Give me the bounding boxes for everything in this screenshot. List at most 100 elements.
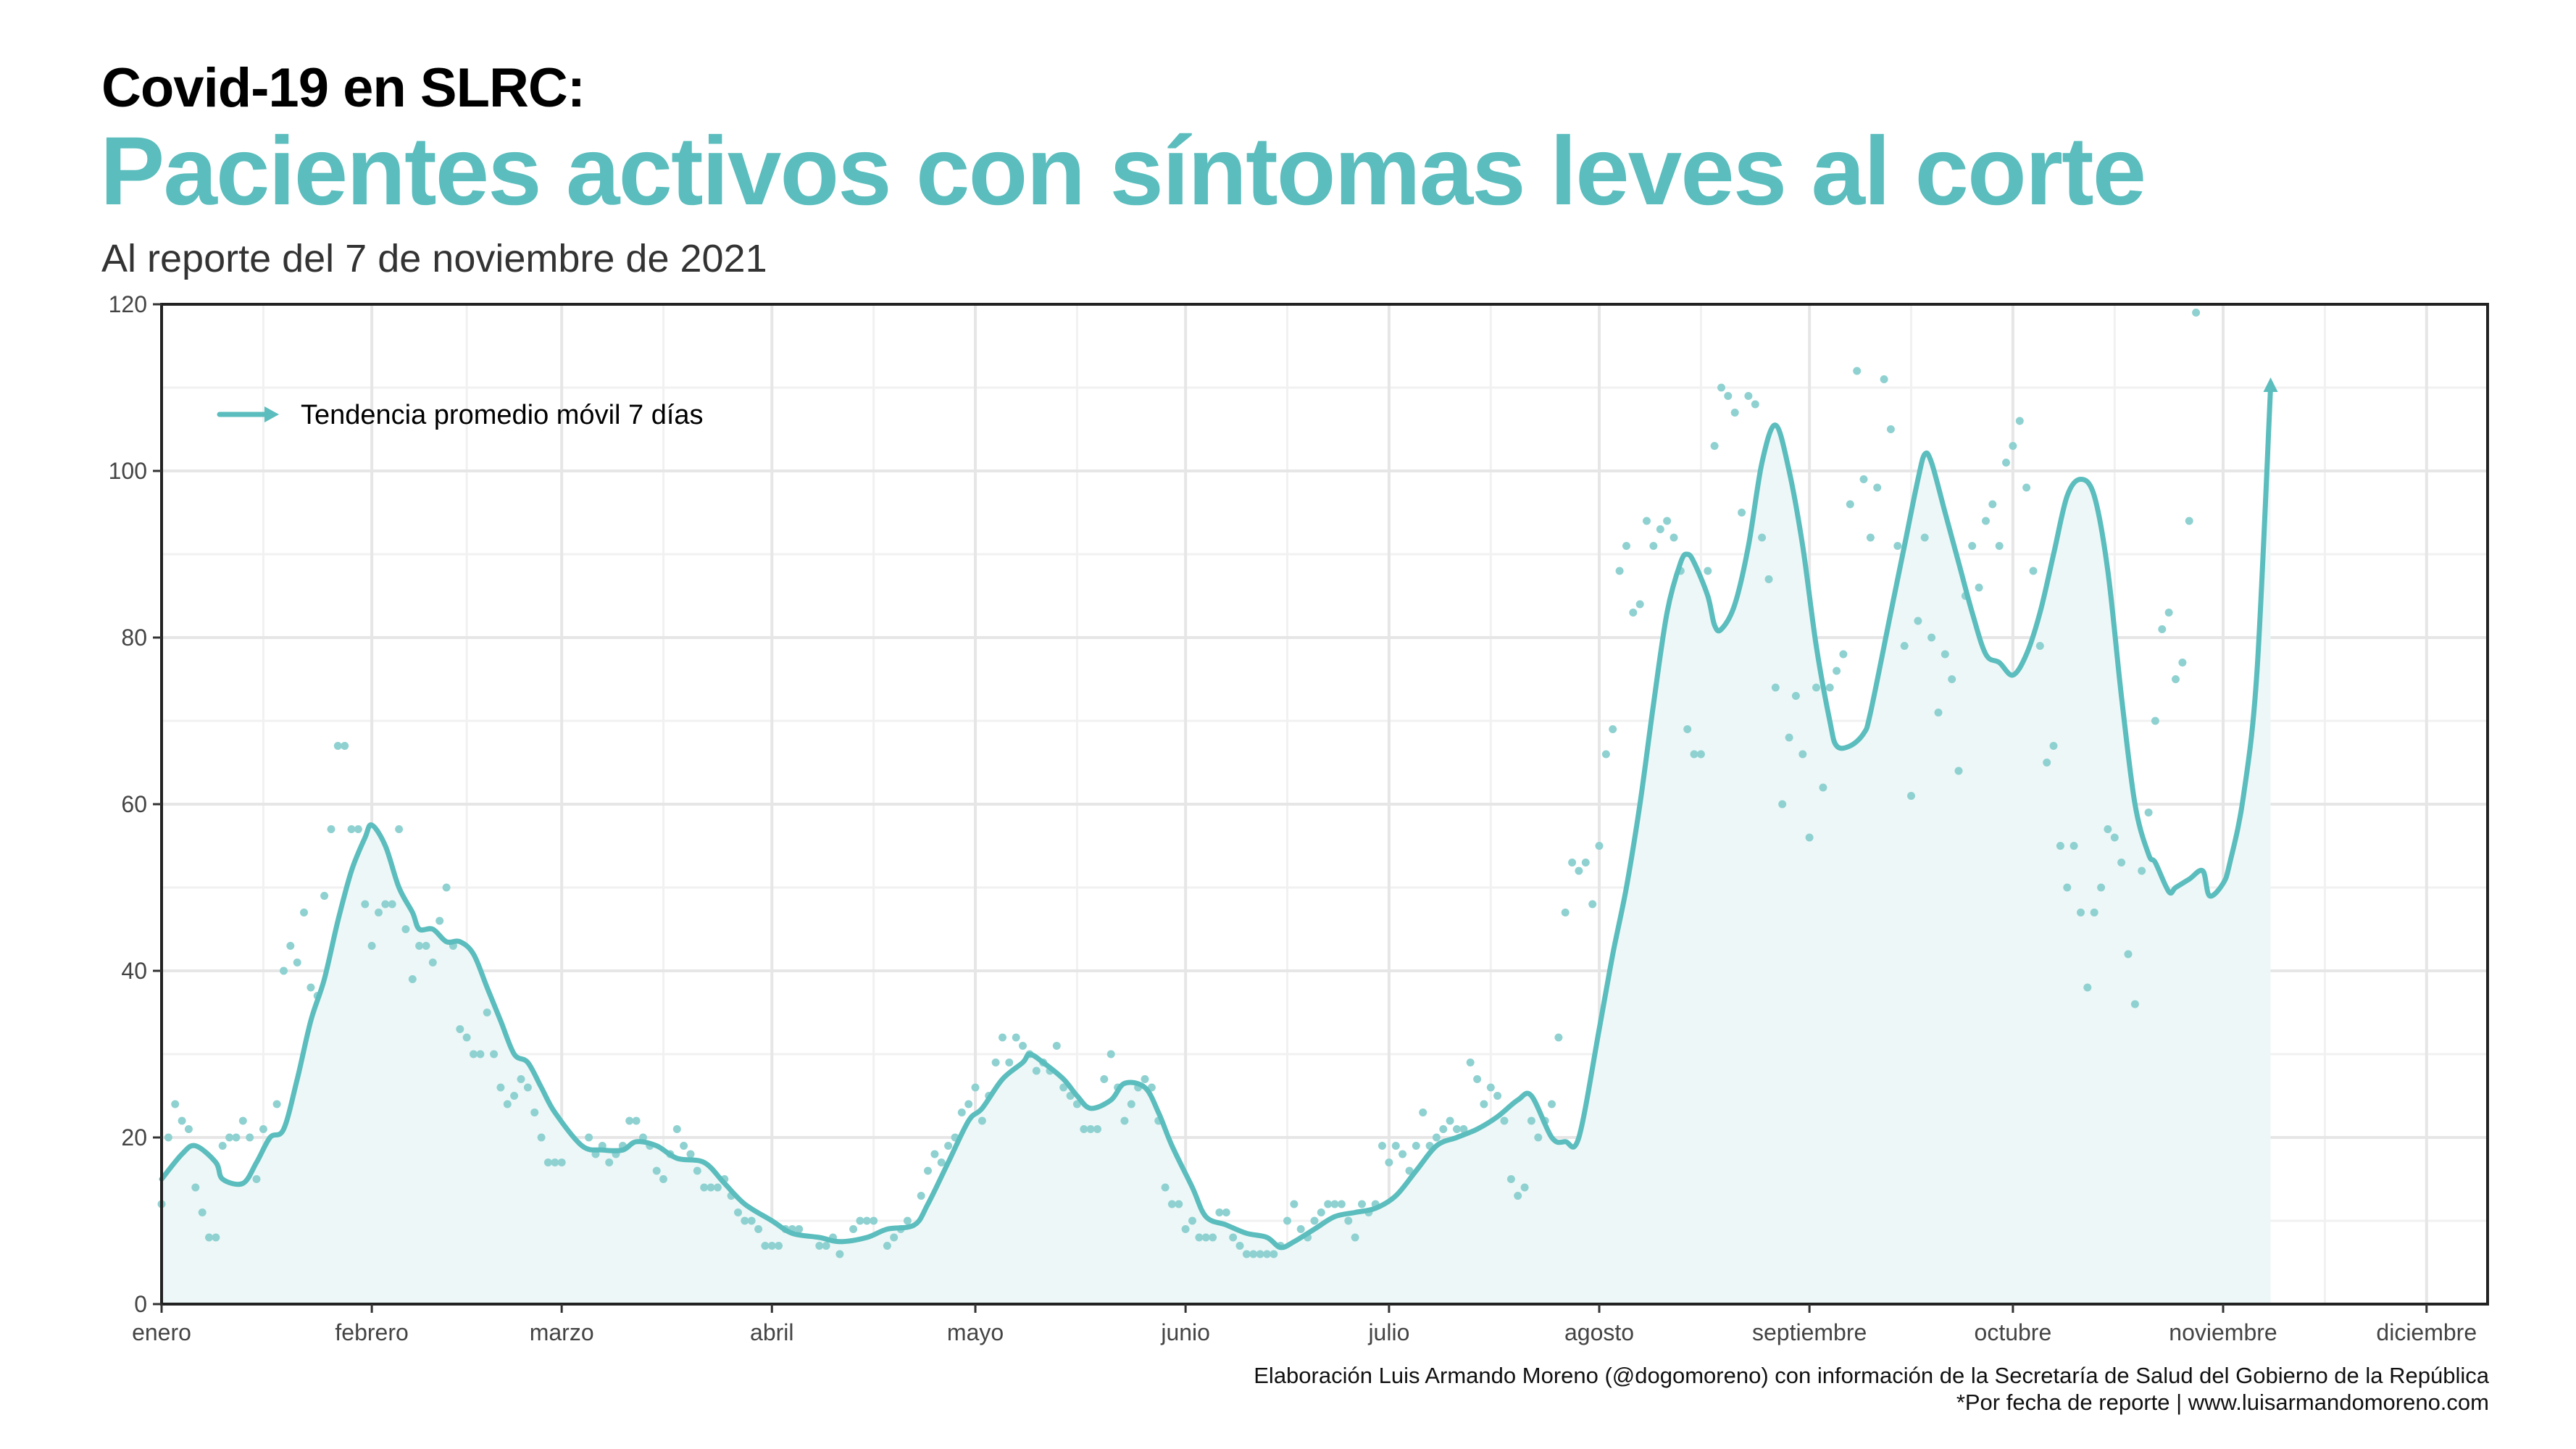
data-point [1805, 833, 1814, 842]
data-point [1819, 783, 1827, 792]
legend-arrow-icon [264, 406, 279, 422]
data-point [1941, 650, 1949, 659]
data-point [1215, 1208, 1224, 1216]
data-point [1256, 1250, 1264, 1258]
chart-title: Pacientes activos con síntomas leves al … [100, 117, 2146, 225]
data-point [537, 1133, 546, 1142]
data-point [605, 1158, 614, 1166]
data-point [490, 1050, 499, 1058]
x-tick-label: septiembre [1752, 1319, 1867, 1345]
data-point [476, 1050, 485, 1058]
data-point [856, 1216, 864, 1225]
area-layer [162, 388, 2271, 1304]
x-tick-label: marzo [530, 1319, 594, 1345]
credit-caption: Elaboración Luis Armando Moreno (@dogomo… [1254, 1363, 2489, 1388]
data-point [361, 900, 370, 909]
data-point [1968, 542, 1977, 550]
data-point [184, 1125, 193, 1133]
data-point [1344, 1216, 1353, 1225]
x-tick-label: mayo [947, 1319, 1004, 1345]
data-point [1086, 1125, 1095, 1133]
x-tick-label: enero [132, 1319, 191, 1345]
data-point [171, 1100, 180, 1108]
data-point [1873, 483, 1882, 492]
data-point [1696, 750, 1705, 759]
data-point [2110, 833, 2119, 842]
data-point [1643, 517, 1651, 525]
data-point [1886, 425, 1895, 433]
data-point [1235, 1242, 1244, 1250]
data-point [1270, 1250, 1278, 1258]
data-point [483, 1009, 491, 1016]
data-point [2151, 717, 2159, 725]
data-point [767, 1242, 776, 1250]
data-point [1859, 475, 1868, 483]
data-point [408, 975, 417, 983]
data-point [557, 1158, 566, 1166]
data-point [2009, 442, 2017, 450]
data-point [1704, 567, 1712, 575]
data-point [1893, 542, 1902, 550]
data-point [1927, 633, 1936, 642]
data-point [1222, 1208, 1230, 1216]
data-point [2097, 883, 2106, 892]
data-point [2117, 859, 2126, 867]
data-point [1866, 533, 1875, 542]
data-point [530, 1108, 539, 1116]
data-point [1127, 1100, 1135, 1108]
data-point [1052, 1042, 1061, 1050]
data-point [700, 1183, 709, 1192]
legend-label: Tendencia promedio móvil 7 días [301, 400, 704, 430]
data-point [333, 742, 342, 750]
data-point [1188, 1216, 1196, 1225]
data-point [775, 1242, 783, 1250]
super-title: Covid-19 en SLRC: [101, 57, 585, 119]
data-point [680, 1142, 688, 1150]
data-point [1690, 750, 1698, 759]
x-tick-label: junio [1160, 1319, 1210, 1345]
data-point [1161, 1183, 1170, 1192]
data-point [212, 1233, 220, 1242]
data-point [978, 1116, 986, 1125]
data-point [2049, 742, 2058, 750]
data-point [930, 1150, 939, 1158]
data-point [2124, 950, 2133, 959]
data-point [1324, 1200, 1333, 1208]
data-point [496, 1083, 505, 1092]
data-point [1100, 1075, 1109, 1083]
data-point [625, 1116, 634, 1125]
data-point [903, 1216, 912, 1225]
data-point [1900, 642, 1909, 650]
data-point [1446, 1116, 1454, 1125]
data-point [991, 1058, 1000, 1066]
data-point [1181, 1225, 1190, 1233]
axis-ticks: 0 20 40 60 80 100 120 enero febrero marzo abril may… [109, 291, 2477, 1345]
data-point [1432, 1133, 1441, 1142]
data-point [1385, 1158, 1393, 1166]
data-point [741, 1216, 749, 1225]
data-point [2104, 825, 2112, 833]
data-point [354, 825, 362, 833]
data-point [1622, 542, 1630, 550]
data-point [1032, 1066, 1041, 1075]
data-point [1561, 909, 1570, 916]
data-point [1615, 567, 1624, 575]
data-point [734, 1208, 742, 1216]
data-point [585, 1133, 593, 1142]
data-point [1649, 542, 1658, 550]
data-point [300, 909, 308, 916]
data-point [1059, 1083, 1068, 1092]
data-point [1120, 1116, 1129, 1125]
data-point [422, 942, 430, 950]
data-point [1568, 859, 1577, 867]
data-point [1785, 733, 1793, 742]
data-point [2022, 483, 2031, 492]
data-point [1080, 1125, 1088, 1133]
data-point [2035, 642, 2044, 650]
data-point [2063, 883, 2072, 892]
data-point [1534, 1133, 1543, 1142]
trend-line [159, 385, 2273, 1250]
data-point [2164, 609, 2173, 617]
data-point [1588, 900, 1597, 909]
